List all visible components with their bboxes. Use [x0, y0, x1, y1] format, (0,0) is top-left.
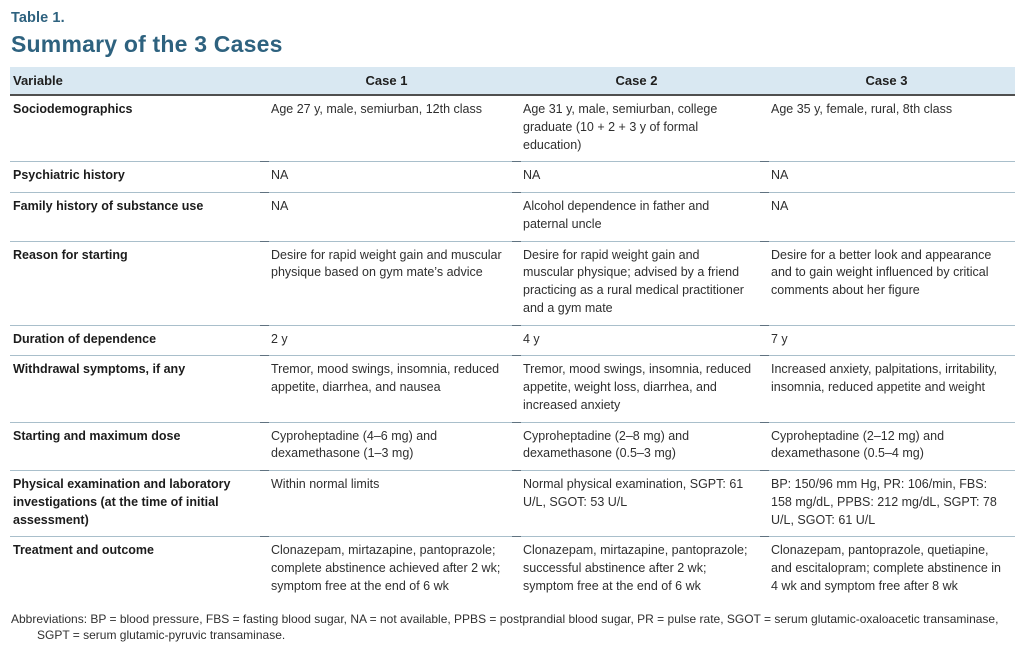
- cell-case2: Normal physical examination, SGPT: 61 U/…: [512, 469, 763, 537]
- cell-case1: 2 y: [260, 324, 515, 356]
- cell-case1: Age 27 y, male, semiurban, 12th class: [271, 102, 482, 116]
- cell-case2: Alcohol dependence in father and paterna…: [512, 192, 763, 241]
- table-row-psychiatric-history: Psychiatric history NA NA NA: [10, 161, 1015, 193]
- row-label: Withdrawal symptoms, if any: [10, 355, 263, 422]
- abbreviations-note: Abbreviations: BP = blood pressure, FBS …: [11, 611, 999, 643]
- header-row: Variable Case 1 Case 2 Case 3: [10, 67, 1015, 96]
- column-header-case2: Case 2: [515, 67, 763, 96]
- cell-case3: Age 35 y, female, rural, 8th class: [771, 102, 953, 116]
- table-number: Table 1.: [11, 10, 65, 26]
- cell-case1: Tremor, mood swings, insomnia, reduced a…: [260, 355, 515, 422]
- cell-case2: Clonazepam, mirtazapine, pantoprazole; s…: [512, 536, 763, 603]
- column-header-case3: Case 3: [763, 67, 1015, 96]
- cell-case1: NA: [260, 161, 515, 193]
- row-label: Sociodemographics: [13, 102, 133, 116]
- cases-table: Variable Case 1 Case 2 Case 3 Sociodemog…: [10, 67, 1015, 603]
- table-row-withdrawal-symptoms: Withdrawal symptoms, if any Tremor, mood…: [10, 355, 1015, 422]
- cell-case3: NA: [760, 192, 1015, 241]
- cell-case3: BP: 150/96 mm Hg, PR: 106/min, FBS: 158 …: [760, 469, 1015, 537]
- cell-case2: NA: [512, 161, 763, 193]
- column-header-case1: Case 1: [263, 67, 515, 96]
- row-label: Treatment and outcome: [10, 536, 263, 603]
- column-header-variable: Variable: [10, 67, 263, 96]
- row-label: Starting and maximum dose: [10, 421, 263, 471]
- cell-case1: Cyproheptadine (4–6 mg) and dexamethason…: [260, 421, 515, 471]
- cell-case2: Desire for rapid weight gain and muscula…: [512, 240, 763, 325]
- cell-case2: 4 y: [512, 324, 763, 356]
- cell-case3: Desire for a better look and appearance …: [760, 240, 1015, 325]
- table-row-treatment-outcome: Treatment and outcome Clonazepam, mirtaz…: [10, 536, 1015, 603]
- table-row-reason-for-starting: Reason for starting Desire for rapid wei…: [10, 240, 1015, 325]
- table-row-physical-examination: Physical examination and laboratory inve…: [10, 469, 1015, 537]
- cell-case2: Cyproheptadine (2–8 mg) and dexamethason…: [512, 421, 763, 471]
- table-row-sociodemographics: Sociodemographics Age 27 y, male, semiur…: [10, 95, 1015, 162]
- cell-case3: Clonazepam, pantoprazole, quetiapine, an…: [760, 536, 1015, 603]
- cell-case2: Tremor, mood swings, insomnia, reduced a…: [512, 355, 763, 422]
- row-label: Duration of dependence: [10, 324, 263, 356]
- table-title: Summary of the 3 Cases: [11, 31, 283, 57]
- cell-case3: 7 y: [760, 324, 1015, 356]
- row-label: Physical examination and laboratory inve…: [10, 469, 263, 537]
- row-label: Psychiatric history: [10, 161, 263, 193]
- cell-case2: Age 31 y, male, semiurban, college gradu…: [523, 102, 718, 152]
- cell-case1: Desire for rapid weight gain and muscula…: [260, 240, 515, 325]
- table-row-duration-of-dependence: Duration of dependence 2 y 4 y 7 y: [10, 324, 1015, 356]
- row-label: Reason for starting: [10, 240, 263, 325]
- cell-case3: Increased anxiety, palpitations, irritab…: [760, 355, 1015, 422]
- table-row-starting-maximum-dose: Starting and maximum dose Cyproheptadine…: [10, 421, 1015, 471]
- cell-case3: NA: [760, 161, 1015, 193]
- cell-case1: NA: [260, 192, 515, 241]
- cell-case3: Cyproheptadine (2–12 mg) and dexamethaso…: [760, 421, 1015, 471]
- table-row-family-history: Family history of substance use NA Alcoh…: [10, 192, 1015, 241]
- cell-case1: Within normal limits: [260, 469, 515, 537]
- cell-case1: Clonazepam, mirtazapine, pantoprazole; c…: [260, 536, 515, 603]
- row-label: Family history of substance use: [10, 192, 263, 241]
